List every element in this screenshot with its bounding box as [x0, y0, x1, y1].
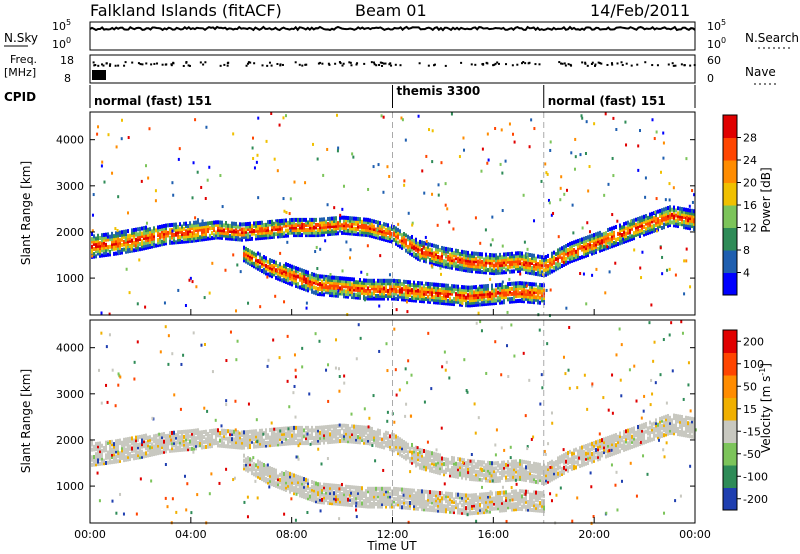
time-tick-0: 00:00 [74, 528, 106, 541]
velocity-colorbar-label: Velocity [m s-1] [758, 363, 773, 453]
power-cbar-tick-4: 20 [743, 177, 757, 190]
cpid-segment-0: normal (fast) 151 [94, 94, 212, 108]
power-ytick-0: 1000 [56, 272, 84, 285]
velocity-ylabel: Slant Range [km] [19, 369, 33, 473]
nave-tick-bottom: 0 [707, 72, 714, 85]
freq-panel [89, 54, 696, 84]
time-tick-1: 04:00 [175, 528, 207, 541]
time-tick-4: 16:00 [477, 528, 509, 541]
velocity-yaxis: 1000 2000 3000 4000 [56, 342, 695, 493]
cpid-segments: normal (fast) 151 themis 3300 normal (fa… [89, 84, 666, 108]
power-ytick-3: 4000 [56, 134, 84, 147]
cpid-segment-1: themis 3300 [397, 84, 481, 98]
time-tick-3: 12:00 [377, 528, 409, 541]
beam-title: Beam 01 [355, 1, 427, 20]
cpid-segment-2: normal (fast) 151 [548, 94, 666, 108]
power-yaxis: 1000 2000 3000 4000 [56, 134, 695, 285]
nsearch-label: N.Search [745, 31, 799, 45]
velocity-cbar-tick-4: -15 [743, 425, 761, 438]
nsky-tick-bottom: 100​ [52, 36, 71, 51]
date-title: 14/Feb/2011 [590, 1, 690, 20]
nsearch-tick-bottom: 100​ [707, 36, 726, 51]
power-cbar-tick-1: 8 [743, 244, 750, 257]
velocity-ytick-0: 1000 [56, 480, 84, 493]
nsky-trace [89, 25, 696, 32]
velocity-cbar-tick-0: 200 [743, 335, 764, 348]
power-cbar-tick-0: 4 [743, 267, 750, 280]
time-axis-label: Time UT [366, 539, 417, 553]
velocity-ytick-2: 3000 [56, 388, 84, 401]
velocity-ytick-1: 2000 [56, 434, 84, 447]
freq-unit: [MHz] [4, 66, 36, 79]
nave-tick-top: 60 [707, 54, 721, 67]
nsky-label: N.Sky [4, 31, 38, 45]
nsky-tick-top: 105​ [52, 18, 71, 33]
nave-label: Nave [745, 65, 776, 79]
time-tick-6: 00:00 [679, 528, 711, 541]
nsearch-tick-top: 105​ [707, 18, 726, 33]
velocity-cbar-tick-1: 100 [743, 358, 764, 371]
power-ylabel: Slant Range [km] [19, 161, 33, 265]
velocity-ytick-3: 4000 [56, 342, 84, 355]
velocity-cbar-tick-6: -100 [743, 470, 768, 483]
freq-tick-top: 18 [60, 54, 74, 67]
velocity-cbar-tick-5: -50 [743, 448, 761, 461]
velocity-cbar-tick-7: -200 [743, 493, 768, 506]
station-title: Falkland Islands (fitACF) [90, 1, 282, 20]
power-ytick-1: 2000 [56, 226, 84, 239]
velocity-colorbar-ticks: 200 100 50 15 -15 -50 -100 -200 [743, 335, 768, 506]
power-colorbar-label: Power [dB] [759, 167, 773, 232]
nsky-panel [89, 21, 696, 51]
velocity-cbar-tick-2: 50 [743, 380, 757, 393]
freq-trace [92, 61, 696, 80]
velocity-heatmap [91, 320, 697, 525]
time-tick-2: 08:00 [276, 528, 308, 541]
power-cbar-tick-6: 28 [743, 132, 757, 145]
power-heatmap [91, 112, 696, 318]
time-tick-5: 20:00 [578, 528, 610, 541]
velocity-cbar-tick-3: 15 [743, 403, 757, 416]
velocity-colorbar [722, 329, 741, 511]
time-axis: 00:00 04:00 08:00 12:00 16:00 20:00 00:0… [74, 309, 711, 541]
power-colorbar [722, 114, 741, 296]
power-cbar-tick-2: 12 [743, 222, 757, 235]
power-colorbar-ticks: 4 8 12 16 20 24 28 [743, 132, 757, 280]
power-ytick-2: 3000 [56, 180, 84, 193]
power-cbar-tick-5: 24 [743, 154, 757, 167]
freq-tick-bottom: 8 [64, 72, 71, 85]
power-cbar-tick-3: 16 [743, 199, 757, 212]
cpid-label: CPID [4, 90, 36, 104]
freq-label: Freq. [10, 53, 37, 66]
